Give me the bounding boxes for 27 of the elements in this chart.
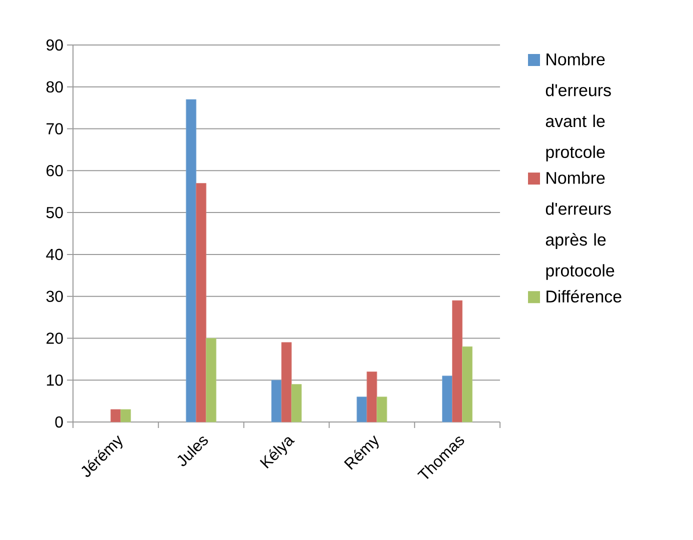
bar — [462, 346, 472, 422]
y-tick-label: 20 — [46, 332, 63, 344]
bar — [196, 183, 206, 422]
bar — [442, 376, 452, 422]
y-tick-label: 30 — [46, 290, 63, 302]
bar — [281, 342, 292, 422]
legend-label: Différence — [546, 290, 622, 302]
bar — [291, 384, 302, 422]
legend-label: Nombre d'erreurs avant le protcole — [546, 52, 611, 162]
bar — [366, 372, 378, 422]
y-tick-label: 80 — [46, 81, 63, 93]
y-tick-label: 70 — [46, 123, 63, 134]
bar — [120, 409, 131, 422]
legend-label: Nombre d'erreurs après le protocole — [546, 171, 614, 280]
bar — [110, 409, 121, 422]
bar — [186, 99, 196, 422]
y-tick-label: 60 — [46, 165, 63, 176]
y-tick-label: 10 — [46, 374, 63, 386]
bar — [356, 396, 368, 422]
y-tick-label: 0 — [55, 416, 63, 428]
bar — [452, 300, 462, 422]
bar — [376, 396, 388, 422]
bar — [206, 338, 216, 422]
y-tick-label: 50 — [46, 206, 63, 218]
y-tick-label: 40 — [46, 248, 63, 260]
y-tick-label: 90 — [46, 39, 63, 51]
bar — [271, 380, 282, 422]
